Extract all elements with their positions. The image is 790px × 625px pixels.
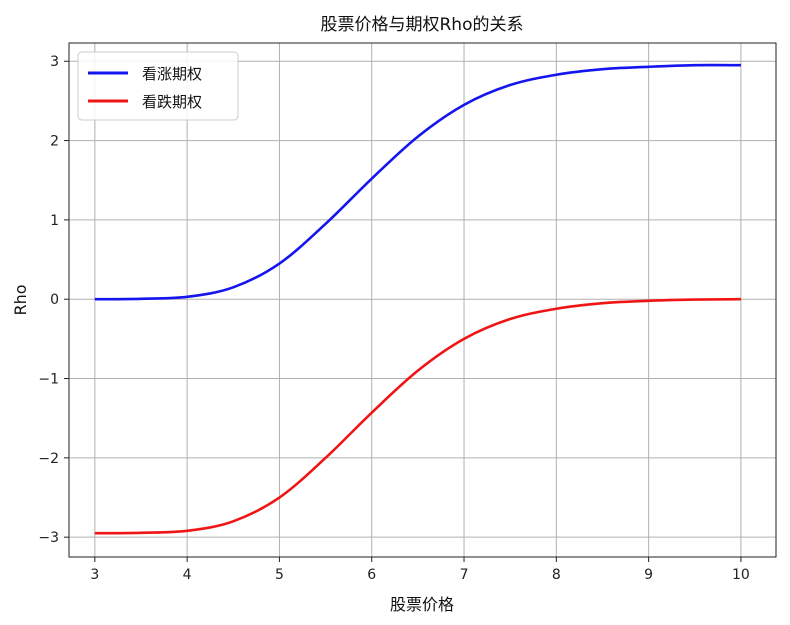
- y-tick-label: −3: [38, 530, 59, 546]
- y-tick-label: 3: [50, 54, 59, 70]
- y-ticks: −3 −2 −1 0 1 2 3: [38, 54, 69, 546]
- series-line-call: [94, 63, 741, 301]
- y-tick-label: −1: [38, 372, 59, 388]
- x-tick-label: 7: [460, 567, 469, 583]
- y-axis-label: Rho: [11, 284, 30, 315]
- grid: [69, 43, 776, 557]
- legend: 看涨期权 看跌期权: [77, 51, 239, 121]
- y-tick-label: 1: [50, 213, 59, 229]
- series-line-put: [94, 297, 741, 535]
- x-ticks: 3 4 5 6 7 8 9 10: [90, 557, 750, 583]
- legend-label-put: 看跌期权: [142, 93, 202, 111]
- y-tick-label: 0: [50, 292, 59, 308]
- y-tick-label: 2: [50, 134, 59, 150]
- x-tick-label: 8: [552, 567, 561, 583]
- x-tick-label: 10: [732, 567, 750, 583]
- x-tick-label: 4: [183, 567, 192, 583]
- x-tick-label: 6: [367, 567, 376, 583]
- plot-frame: [68, 42, 777, 558]
- x-axis-label: 股票价格: [390, 595, 454, 614]
- x-tick-label: 5: [275, 567, 284, 583]
- x-tick-label: 3: [90, 567, 99, 583]
- chart-title: 股票价格与期权Rho的关系: [321, 15, 524, 35]
- x-tick-label: 9: [644, 567, 653, 583]
- series-lines: [94, 63, 741, 535]
- legend-box: [77, 51, 239, 121]
- y-tick-label: −2: [38, 451, 59, 467]
- legend-label-call: 看涨期权: [142, 65, 202, 83]
